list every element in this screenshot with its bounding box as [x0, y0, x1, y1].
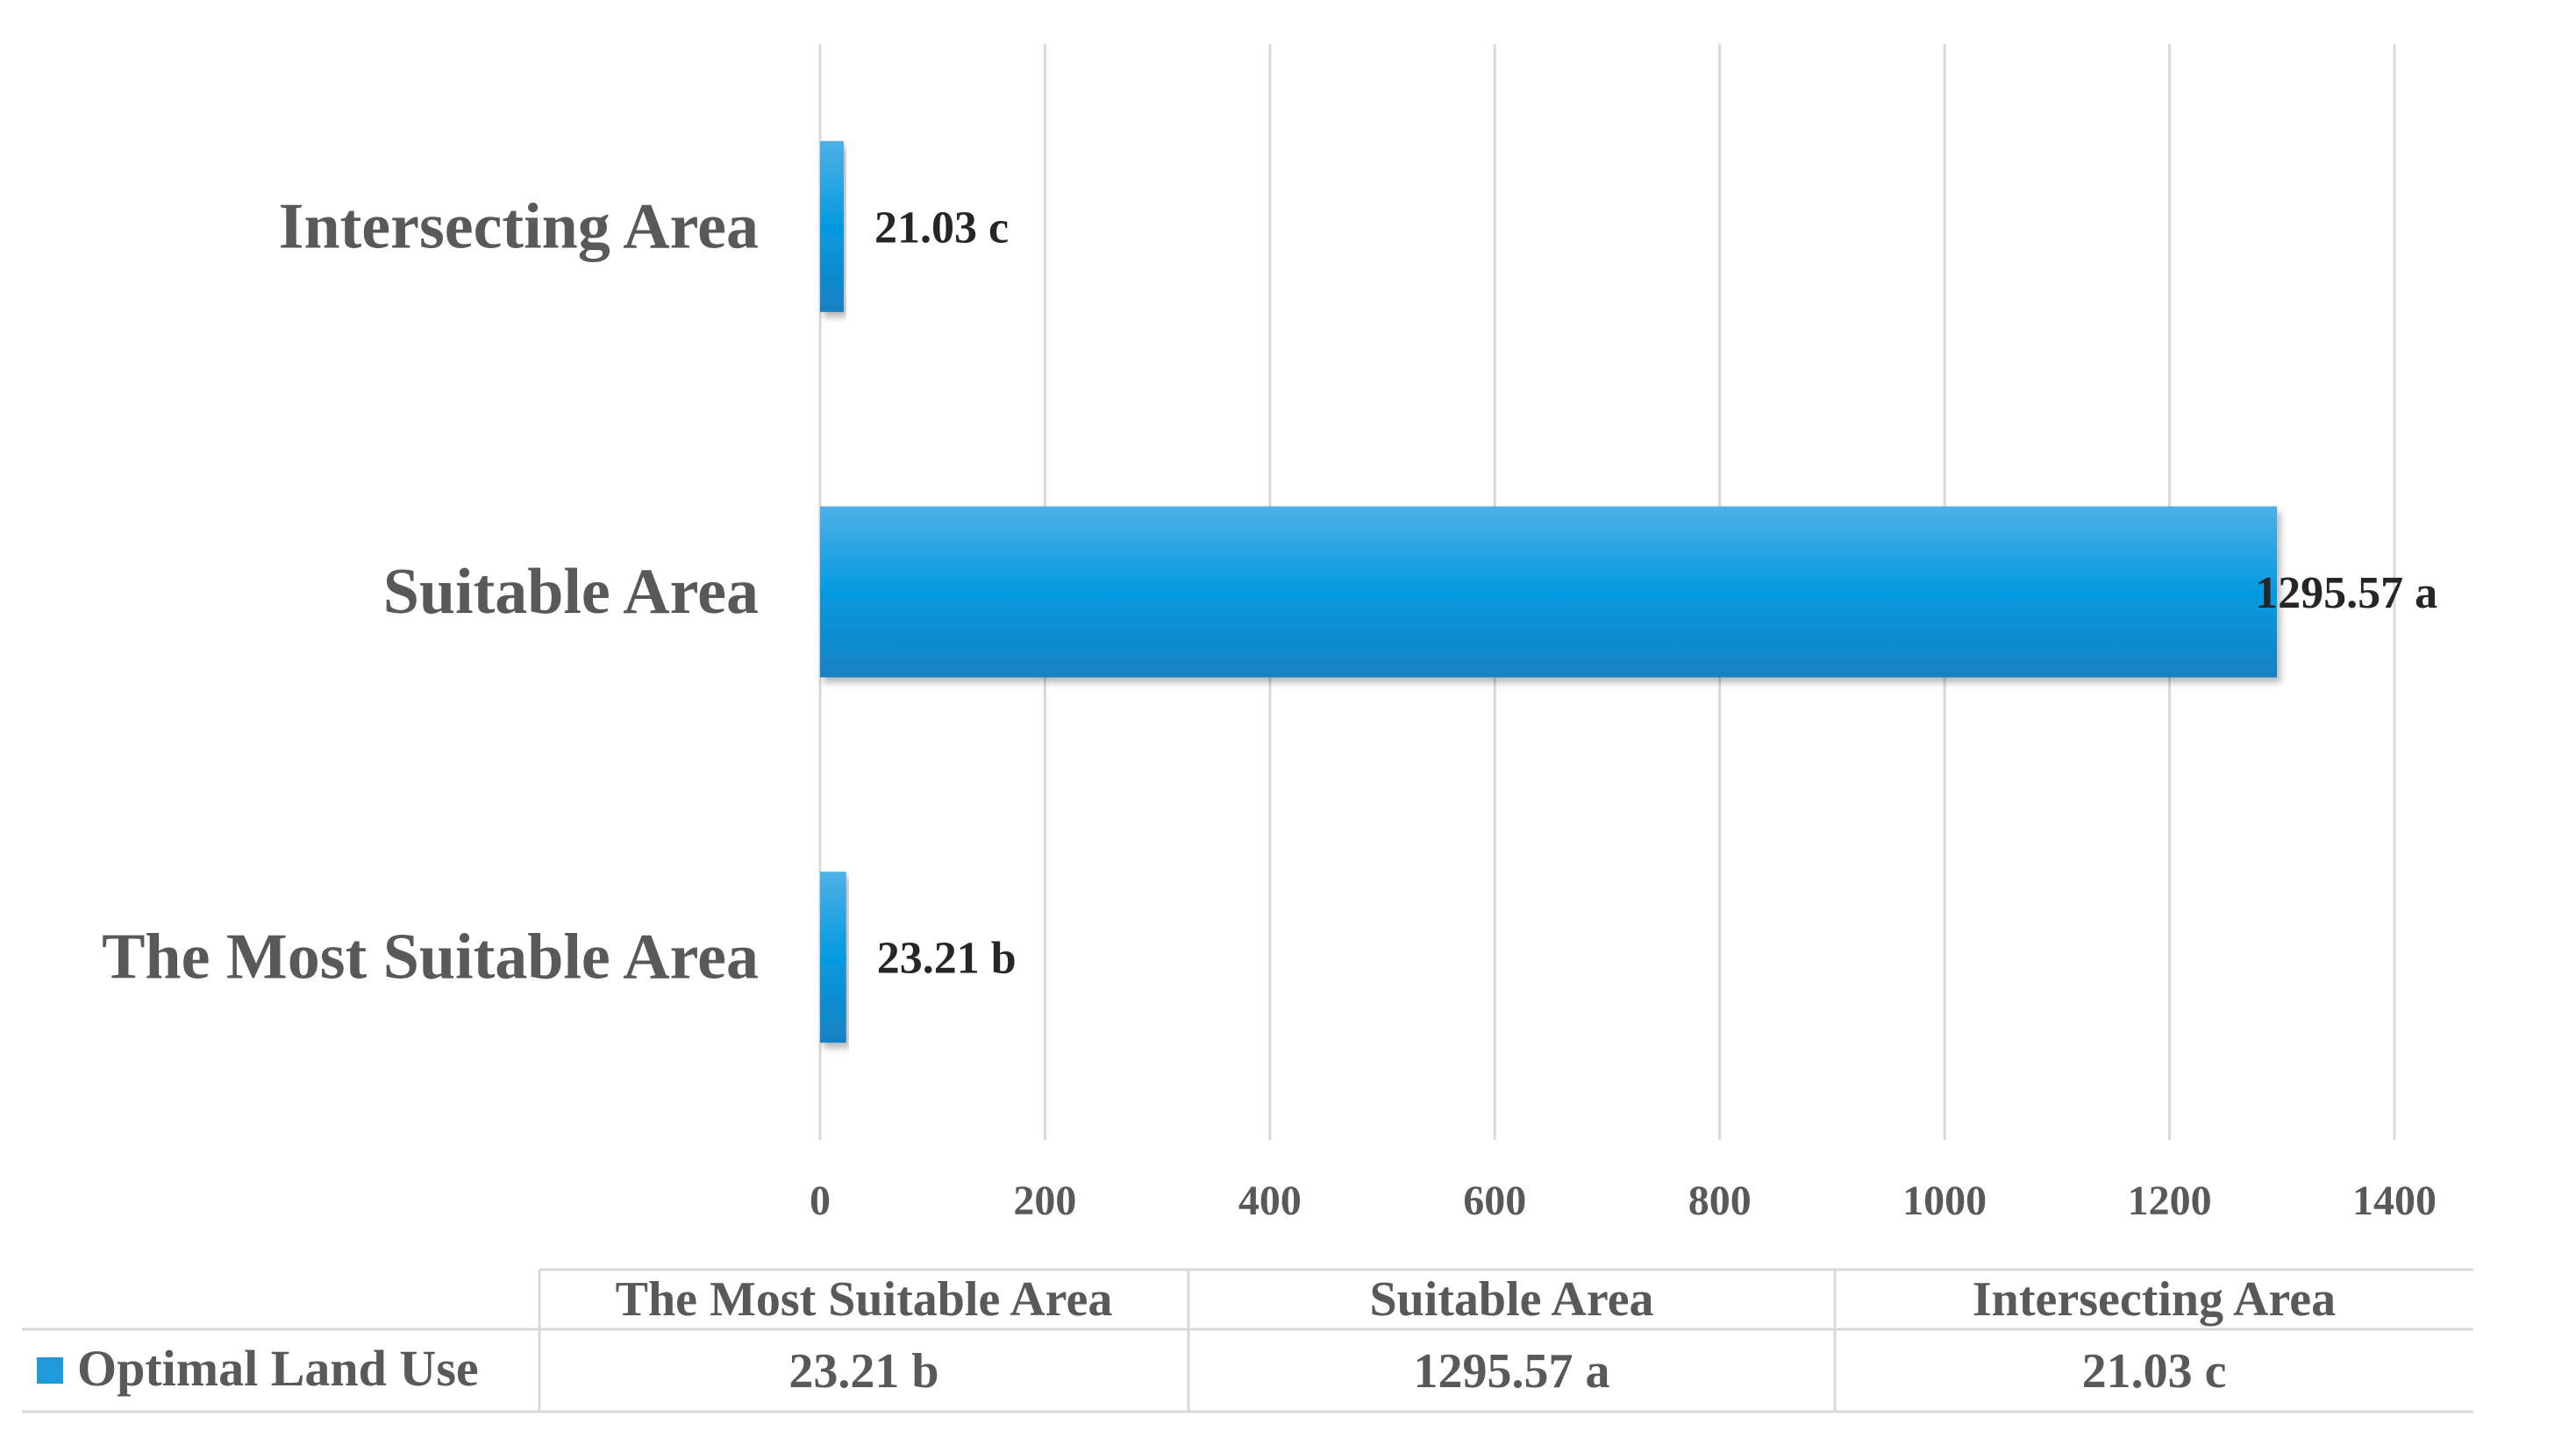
data-table: The Most Suitable Area 23.21 b Suitable Ar… — [22, 1268, 2473, 1413]
table-header-cell: Intersecting Area — [1973, 1272, 2336, 1327]
bar — [820, 506, 2278, 678]
data-label: 21.03 c — [874, 203, 1009, 253]
x-tick-label: 1400 — [2352, 1178, 2437, 1224]
data-label: 23.21 b — [877, 934, 1017, 984]
bar — [820, 872, 846, 1043]
table-value-cell: 23.21 b — [788, 1344, 938, 1399]
category-axis: The Most Suitable Area Suitable Area Inter… — [102, 190, 759, 993]
bar — [820, 140, 844, 312]
legend-series-name: Optimal Land Use — [77, 1340, 479, 1397]
x-tick-label: 600 — [1463, 1178, 1526, 1224]
table-value-cell: 1295.57 a — [1414, 1344, 1610, 1399]
table-value-cell: 21.03 c — [2082, 1344, 2227, 1399]
x-tick-label: 200 — [1013, 1178, 1076, 1224]
table-header-cell: Suitable Area — [1369, 1272, 1653, 1327]
x-tick-label: 0 — [810, 1178, 831, 1224]
x-tick-label: 800 — [1688, 1178, 1752, 1224]
data-label: 1295.57 a — [2255, 568, 2437, 618]
legend-key — [37, 1357, 63, 1384]
value-axis: 0 200 400 600 800 1000 1200 1400 — [810, 1178, 2437, 1224]
table-header-cell: The Most Suitable Area — [616, 1272, 1113, 1327]
x-tick-label: 1000 — [1902, 1178, 1987, 1224]
bars — [820, 140, 2278, 1043]
category-label: The Most Suitable Area — [102, 922, 759, 993]
x-tick-label: 1200 — [2128, 1178, 2212, 1224]
data-labels: 23.21 b 1295.57 a 21.03 c — [874, 203, 2437, 983]
category-label: Suitable Area — [383, 556, 759, 628]
category-label: Intersecting Area — [279, 190, 759, 262]
x-tick-label: 400 — [1238, 1178, 1302, 1224]
